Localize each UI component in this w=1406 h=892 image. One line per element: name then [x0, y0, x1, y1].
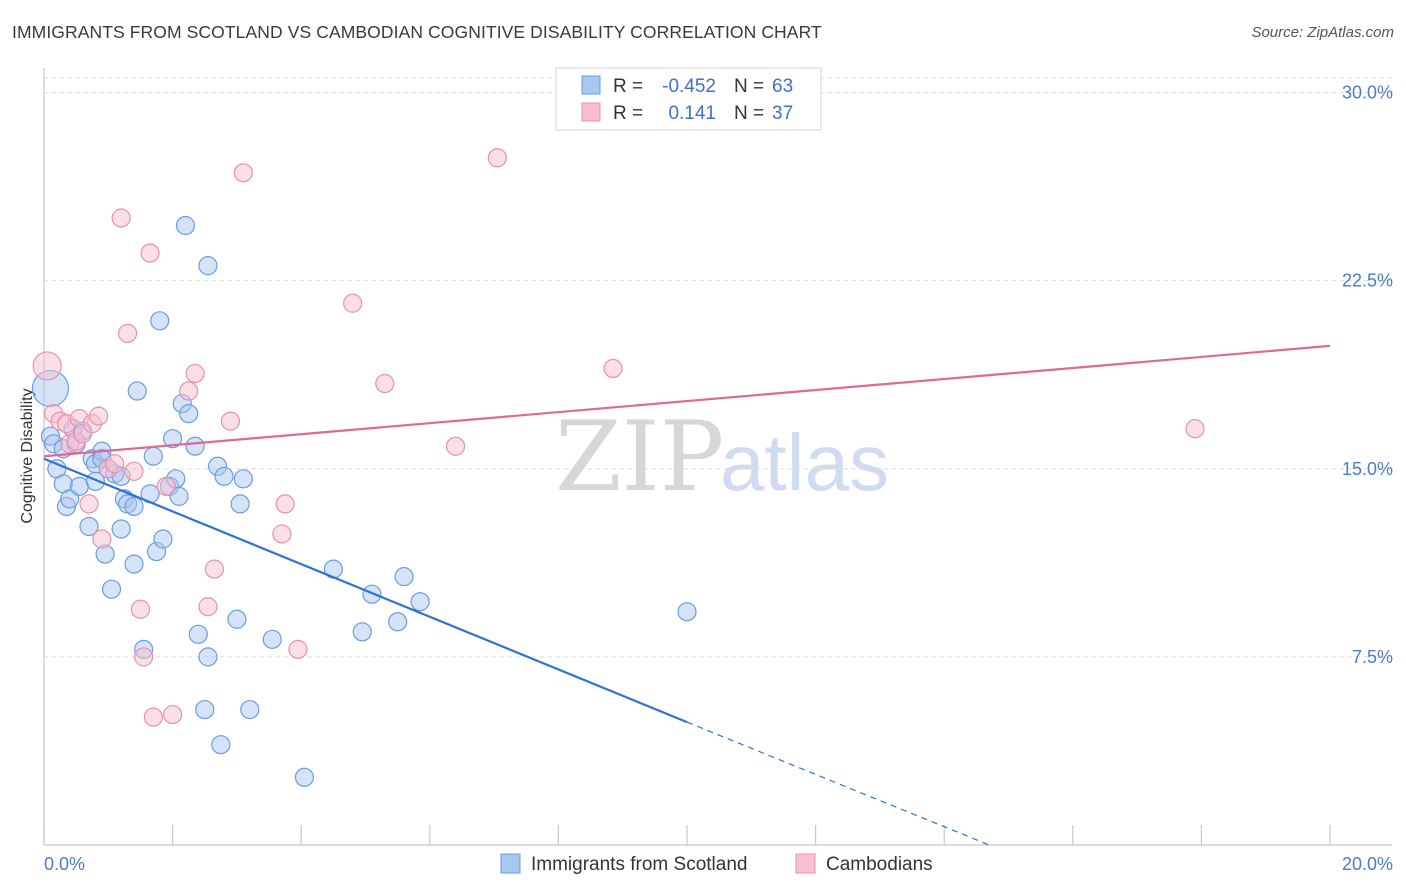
y-tick-label: 15.0% [1342, 459, 1393, 479]
scotland-point [677, 602, 697, 622]
cambodian-point [89, 406, 109, 426]
scotland-point [124, 496, 144, 517]
cambodian-point [220, 411, 241, 431]
cambodian-point [445, 436, 466, 456]
series-legend-label-scotland: Immigrants from Scotland [531, 854, 747, 875]
cambodian-point [179, 381, 199, 401]
cambodian-point [105, 454, 125, 474]
chart-title: IMMIGRANTS FROM SCOTLAND VS CAMBODIAN CO… [12, 22, 822, 42]
scotland-point [352, 622, 372, 642]
cambodian-point [343, 293, 363, 313]
legend-r-label-cambodian: R = [613, 103, 643, 124]
cambodian-point [163, 704, 183, 725]
cambodian-point [156, 476, 176, 496]
scotland-point [262, 629, 282, 649]
cambodian-point [204, 559, 224, 579]
scotland-trend-extension [686, 721, 990, 846]
scotland-point [150, 311, 170, 331]
source-credit: Source: ZipAtlas.com [1251, 24, 1394, 41]
cambodian-point [275, 494, 295, 514]
scotland-point [195, 699, 215, 720]
legend-n-label-cambodian: N = [734, 103, 764, 124]
axes [43, 68, 1392, 846]
legend-n-value-cambodian: 37 [772, 103, 793, 124]
series-legend-swatch-scotland [500, 853, 521, 874]
legend-r-value-cambodian: 0.141 [668, 103, 716, 124]
y-tick-label: 22.5% [1342, 271, 1393, 291]
data-points [31, 148, 1205, 787]
cambodian-point [92, 529, 112, 549]
cambodian-point [233, 163, 253, 183]
scotland-point [153, 529, 173, 549]
legend-n-label-scotland: N = [734, 76, 764, 97]
scotland-point [175, 215, 196, 236]
scotland-point [79, 516, 99, 537]
scotland-point [230, 494, 250, 514]
scotland-point [198, 256, 218, 276]
cambodian-point [111, 208, 131, 228]
scotland-point [124, 554, 144, 574]
cambodian-point [603, 358, 623, 379]
legend-n-value-scotland: 63 [772, 76, 793, 97]
cambodian-point [1185, 419, 1205, 439]
cambodian-point [140, 243, 160, 263]
legend-swatch-cambodian [581, 102, 601, 122]
scotland-point [127, 381, 147, 401]
scotland-point [101, 579, 122, 599]
scotland-point [143, 446, 163, 466]
legend-swatch-scotland [581, 75, 601, 95]
scotland-point [185, 436, 205, 456]
scotland-point [69, 476, 89, 496]
stats-legend: R = -0.452 N = 63 R = 0.141 N = 37 [555, 67, 822, 131]
legend-r-value-scotland: -0.452 [662, 76, 716, 97]
cambodian-point [124, 461, 144, 481]
cambodian-point [288, 639, 308, 659]
scotland-point [227, 609, 247, 629]
legend-r-label-scotland: R = [613, 76, 643, 97]
scotland-point [163, 429, 183, 449]
cambodian-point [375, 373, 395, 394]
cambodian-point [198, 597, 218, 617]
scotland-point [233, 469, 253, 489]
tick-labels: 7.5% 15.0% 22.5% 30.0% 0.0% 20.0% [44, 83, 1393, 874]
cambodian-point [117, 323, 138, 343]
series-legend-swatch-cambodian [795, 853, 816, 874]
cambodian-point [272, 524, 292, 544]
scotland-point [294, 767, 315, 787]
cambodian-point [32, 351, 62, 381]
y-tick-label: 7.5% [1352, 647, 1393, 667]
cambodian-trend-line [43, 344, 1331, 458]
cambodian-point [143, 707, 163, 727]
watermark-atlas: atlas [720, 418, 889, 507]
series-legend: Immigrants from Scotland Cambodians [500, 853, 933, 875]
x-tick-label-max: 20.0% [1342, 854, 1393, 874]
cambodian-point [185, 363, 205, 384]
scotland-point [179, 404, 199, 424]
cambodian-point [79, 494, 99, 514]
cambodian-point [487, 148, 507, 168]
scotland-point [188, 624, 208, 644]
cambodian-point [134, 647, 154, 667]
cambodian-point [130, 599, 151, 619]
scotland-point [169, 486, 189, 506]
scotland-point [198, 647, 218, 667]
scotland-point [388, 612, 408, 632]
scotland-point [410, 592, 430, 612]
scotland-point [240, 699, 260, 720]
scotland-point [394, 567, 414, 587]
scotland-trend-line [43, 457, 688, 724]
trend-lines [43, 344, 1331, 846]
watermark-zip: ZIP [555, 401, 724, 513]
x-tick-label-min: 0.0% [44, 854, 85, 874]
scotland-point [111, 519, 131, 539]
series-legend-label-cambodian: Cambodians [826, 854, 933, 875]
scotland-point [211, 735, 231, 755]
y-tick-label: 30.0% [1342, 83, 1393, 103]
scotland-point [214, 466, 234, 486]
